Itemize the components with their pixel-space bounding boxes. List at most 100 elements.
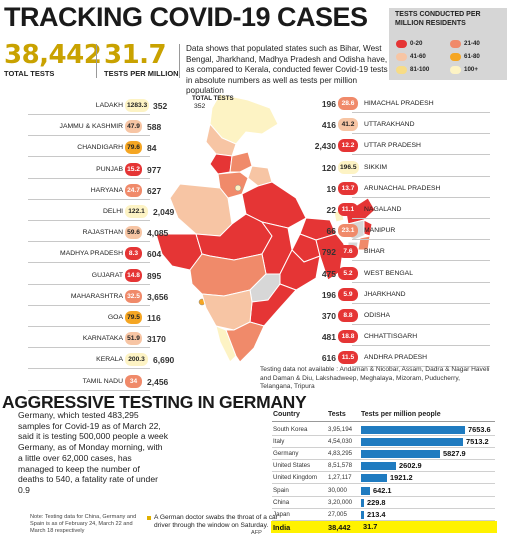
per-million-value: 7653.6: [468, 425, 491, 434]
per-million-pill: 51.9: [125, 332, 142, 346]
testing-data-note: Testing data not available : Andaman & N…: [260, 366, 490, 390]
per-million-bar: [361, 426, 465, 434]
total-tests: 792: [321, 247, 336, 258]
map-himachal: [229, 151, 253, 173]
state-name: ODISHA: [364, 312, 391, 319]
per-million-bar: [361, 462, 396, 471]
state-name: MADHYA PRADESH: [60, 250, 123, 258]
row-divider: [352, 324, 490, 325]
legend-label: 81-100: [410, 66, 430, 73]
table-row-divider: [272, 483, 495, 485]
state-name: MANIPUR: [364, 227, 396, 235]
per-million-pill: 24.7: [125, 183, 142, 197]
per-million-pill: 122.1: [125, 205, 148, 218]
map-ladakh: [209, 94, 279, 145]
country-name: Spain: [273, 486, 289, 494]
tests-per-million-label: TESTS PER MILLION: [104, 69, 179, 78]
row-divider: [28, 241, 150, 243]
country-name: United States: [273, 462, 311, 470]
map-punjab: [209, 153, 233, 175]
state-name: SIKKIM: [364, 163, 388, 171]
country-name: United Kingdom: [273, 474, 318, 482]
country-tests: 30,000: [328, 486, 347, 494]
state-name: NAGALAND: [364, 206, 402, 213]
table-row-divider: [272, 435, 495, 436]
total-tests: 895: [147, 270, 162, 281]
header-divider: [96, 44, 97, 78]
country-name: Germany: [273, 450, 299, 458]
per-million-value: 7513.2: [466, 437, 489, 447]
table-row-divider: [272, 495, 495, 497]
state-name: HARYANA: [90, 186, 123, 194]
per-million-value: 1921.2: [390, 473, 413, 483]
map-wb: [315, 233, 345, 281]
state-name: JAMMU & KASHMIR: [59, 123, 123, 131]
total-tests: 66: [326, 226, 336, 237]
total-tests: 120: [321, 162, 336, 173]
total-tests: 604: [147, 249, 162, 260]
per-million-pill: 59.6: [125, 226, 142, 240]
state-name: GOA: [107, 314, 123, 321]
map-arunachal: [345, 197, 375, 225]
per-million-pill: 8.3: [125, 247, 142, 261]
state-name: HIMACHAL PRADESH: [364, 100, 434, 107]
country-tests: 38,442: [328, 522, 351, 532]
per-million-value: 642.1: [373, 485, 392, 495]
legend-title: TESTS CONDUCTED PER MILLION RESIDENTS: [395, 11, 481, 27]
total-tests: 627: [147, 185, 162, 196]
row-divider: [28, 177, 150, 179]
germany-text: Germany, which tested 483,295 samples fo…: [18, 410, 169, 495]
table-header-per-million: Tests per million people: [361, 411, 441, 418]
total-tests: 3,656: [147, 291, 169, 302]
total-tests: 977: [147, 164, 162, 175]
per-million-pill: 13.7: [338, 181, 358, 195]
per-million-pill: 14.8: [125, 268, 142, 282]
total-tests: 370: [321, 311, 336, 321]
state-name: ARUNACHAL PRADESH: [364, 184, 441, 192]
per-million-bar: [361, 510, 364, 519]
state-name: CHHATTISGARH: [364, 333, 418, 341]
row-divider: [28, 114, 150, 115]
total-tests: 2,430: [314, 141, 336, 152]
country-tests: 3,95,194: [328, 426, 353, 433]
per-million-pill: 34: [125, 374, 142, 388]
total-tests: 2,049: [153, 207, 175, 217]
row-divider: [352, 133, 490, 135]
state-name: WEST BENGAL: [364, 269, 413, 277]
row-divider: [28, 368, 150, 370]
legend-swatch: [450, 66, 461, 74]
state-name: GUJARAT: [91, 271, 123, 279]
state-name: LADAKH: [95, 102, 123, 109]
country-tests: 1,27,117: [328, 474, 352, 482]
row-divider: [28, 156, 150, 158]
row-divider: [352, 239, 490, 241]
country-name: Italy: [273, 438, 285, 446]
row-divider: [28, 220, 150, 221]
per-million-pill: 23.1: [338, 224, 358, 238]
photo-credit: AFP: [251, 530, 262, 536]
per-million-pill: 79.5: [125, 311, 142, 324]
map-ladakh-total: 352: [194, 103, 206, 110]
per-million-bar: [361, 474, 387, 483]
per-million-pill: 79.6: [125, 141, 142, 155]
total-tests: 616: [321, 353, 336, 364]
per-million-bar: [361, 486, 370, 495]
row-divider: [28, 262, 150, 264]
state-name: ANDHRA PRADESH: [364, 354, 428, 362]
per-million-pill: 18.8: [338, 330, 358, 344]
per-million-pill: 7.6: [338, 245, 358, 259]
state-name: MAHARASHTRA: [70, 292, 123, 300]
total-tests: 475: [321, 268, 336, 279]
page-title: TRACKING COVID-19 CASES: [4, 2, 368, 32]
state-name: UTTARAKHAND: [364, 121, 415, 129]
row-divider: [28, 389, 150, 391]
tests-per-million-value: 31.7: [104, 40, 167, 70]
row-divider: [28, 326, 150, 327]
per-million-pill: 196.5: [338, 160, 359, 174]
table-header-country: Country: [273, 411, 300, 418]
legend-label: 41-60: [410, 53, 426, 60]
row-divider: [352, 175, 490, 177]
india-map: [155, 94, 375, 363]
map-states: [155, 94, 375, 363]
row-divider: [352, 112, 490, 113]
